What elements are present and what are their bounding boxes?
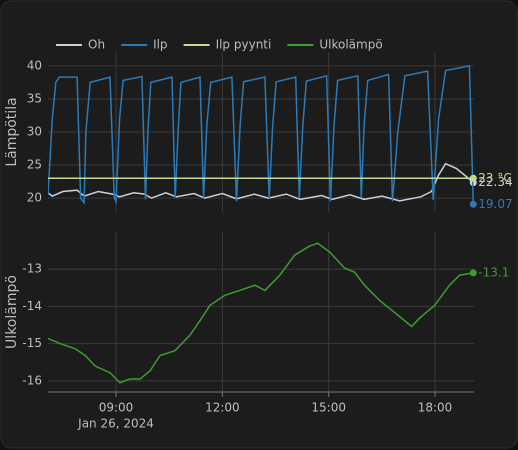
legend-label: Oh — [88, 38, 105, 52]
y-tick-label: 25 — [27, 158, 42, 172]
y-tick-label: 40 — [27, 58, 42, 72]
end-marker — [469, 200, 477, 208]
series-line — [48, 162, 474, 202]
x-tick-label: 09:00 — [99, 401, 134, 415]
y-tick-label: 20 — [27, 191, 42, 205]
end-label: 22.34 — [478, 175, 512, 189]
y-tick-label: 35 — [27, 91, 42, 105]
y-tick-label: -15 — [22, 336, 42, 350]
legend-label: Ilp pyynti — [216, 38, 272, 52]
y-tick-label: -16 — [22, 373, 42, 387]
x-tick-label: 15:00 — [311, 401, 346, 415]
y-tick-label: -13 — [22, 262, 42, 276]
y-axis-label: Lämpötila — [4, 97, 20, 166]
y-tick-label: 30 — [27, 125, 42, 139]
series-line — [48, 242, 474, 384]
x-tick-label: 12:00 — [205, 401, 240, 415]
end-label: 23 °C — [478, 171, 511, 185]
x-tick-label: 18:00 — [418, 401, 453, 415]
end-label: -13.1 — [478, 265, 509, 279]
x-date-label: Jan 26, 2024 — [77, 417, 154, 431]
y-axis-label: Ulkolämpö — [4, 275, 20, 349]
end-marker — [469, 269, 477, 277]
series-line — [48, 64, 475, 205]
end-marker — [469, 174, 477, 182]
end-label: 19.07 — [478, 197, 512, 211]
legend-label: Ilp — [153, 38, 168, 52]
y-tick-label: -14 — [22, 299, 42, 313]
legend-label: Ulkolämpö — [319, 38, 382, 52]
